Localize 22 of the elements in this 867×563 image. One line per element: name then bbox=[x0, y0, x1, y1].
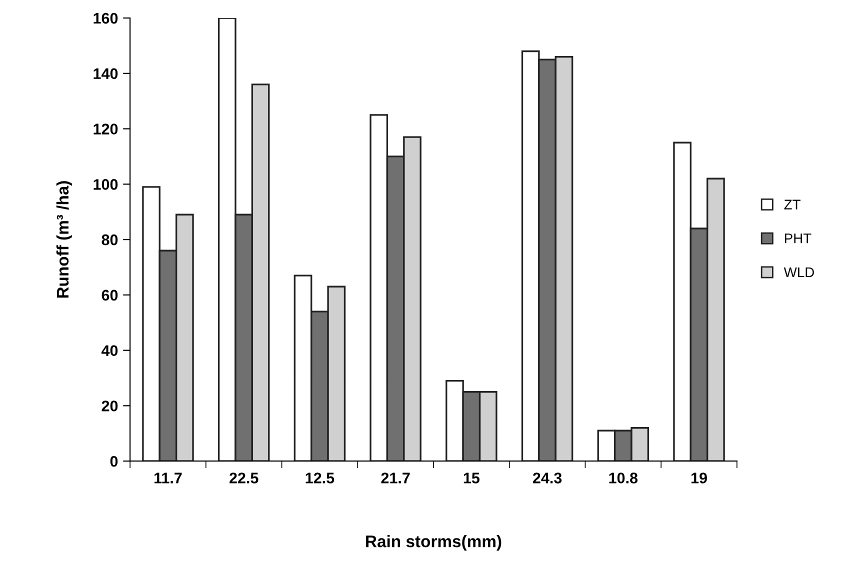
y-tick-label: 80 bbox=[102, 234, 118, 246]
x-tick-label: 19 bbox=[691, 472, 707, 484]
legend-label: ZT bbox=[784, 200, 800, 210]
y-tick-label: 0 bbox=[110, 456, 118, 467]
x-tick-label: 12.5 bbox=[306, 472, 334, 484]
x-tick-label: 10.8 bbox=[609, 472, 638, 484]
x-tick-label: 22.5 bbox=[230, 472, 258, 484]
y-tick-label: 100 bbox=[94, 179, 118, 190]
x-tick-label: 11.7 bbox=[154, 472, 182, 484]
legend-label: WLD bbox=[784, 267, 814, 278]
y-tick-label: 120 bbox=[94, 124, 118, 134]
x-tick-label: 15 bbox=[464, 472, 480, 484]
y-tick-label: 160 bbox=[94, 12, 118, 24]
y-axis-title: Runoff (m³ /ha) bbox=[56, 181, 72, 298]
y-tick-label: 20 bbox=[102, 400, 118, 412]
y-tick-label: 140 bbox=[94, 68, 118, 80]
x-tick-label: 24.3 bbox=[532, 472, 562, 484]
x-axis-title: Rain storms(mm) bbox=[366, 535, 502, 551]
y-tick-label: 60 bbox=[102, 290, 118, 301]
x-tick-label: 21.7 bbox=[381, 472, 410, 484]
legend-label: PHT bbox=[784, 234, 812, 244]
y-tick-label: 40 bbox=[101, 345, 118, 356]
